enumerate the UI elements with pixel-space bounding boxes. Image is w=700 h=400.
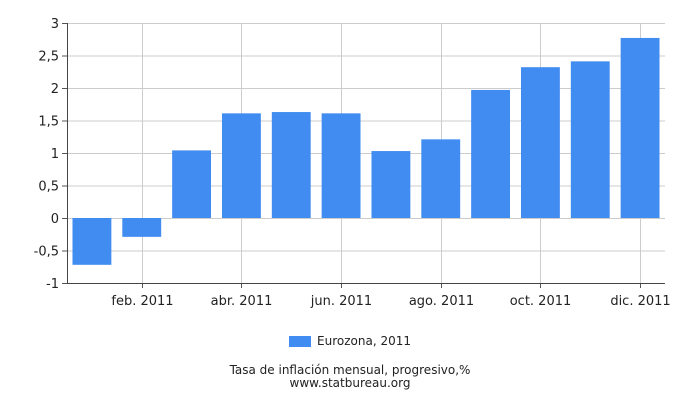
x-tick-label: jun. 2011 [310,294,372,309]
bar [371,151,411,218]
legend: Eurozona, 2011 [0,332,700,350]
bar [172,150,212,218]
y-tick-label: 0 [51,212,59,227]
x-tick-label: abr. 2011 [211,294,273,309]
x-tick-label: dic. 2011 [610,294,670,309]
bar [271,112,311,218]
legend-label: Eurozona, 2011 [317,334,411,348]
y-tick-label: 2,5 [38,50,59,65]
y-tick-label: 3 [51,17,59,32]
bar [122,218,162,237]
bar [321,113,361,218]
y-tick-label: 0,5 [38,180,59,195]
bar [620,37,660,219]
bar [421,139,461,218]
x-axis-labels: feb. 2011 abr. 2011 jun. 2011 ago. 2011 oct.… [111,294,670,309]
bar-chart: -1 -0,5 0 0,5 1 1,5 2 2,5 3 feb. 2011 abr. 2011 ju… [34,17,671,309]
legend-swatch [289,335,312,347]
chart-title: Tasa de inflación mensual, progresivo,% [229,363,471,377]
bar [570,61,610,218]
y-tick-label: 1,5 [38,115,59,130]
y-tick-label: -1 [46,277,59,292]
x-tick-label: ago. 2011 [409,294,474,309]
chart-caption: Tasa de inflación mensual, progresivo,% … [0,364,700,390]
y-axis-labels: -1 -0,5 0 0,5 1 1,5 2 2,5 3 [34,17,59,292]
x-tick-label: feb. 2011 [111,294,173,309]
bar [72,218,112,265]
bars [72,37,660,265]
y-tick-label: -0,5 [34,245,59,260]
bar [520,67,560,218]
source-link[interactable]: www.statbureau.org [289,376,411,390]
axes [62,23,665,288]
x-tick-label: oct. 2011 [510,294,572,309]
y-tick-label: 1 [51,147,59,162]
y-tick-label: 2 [51,82,59,97]
bar [221,113,261,218]
bar [471,89,511,218]
